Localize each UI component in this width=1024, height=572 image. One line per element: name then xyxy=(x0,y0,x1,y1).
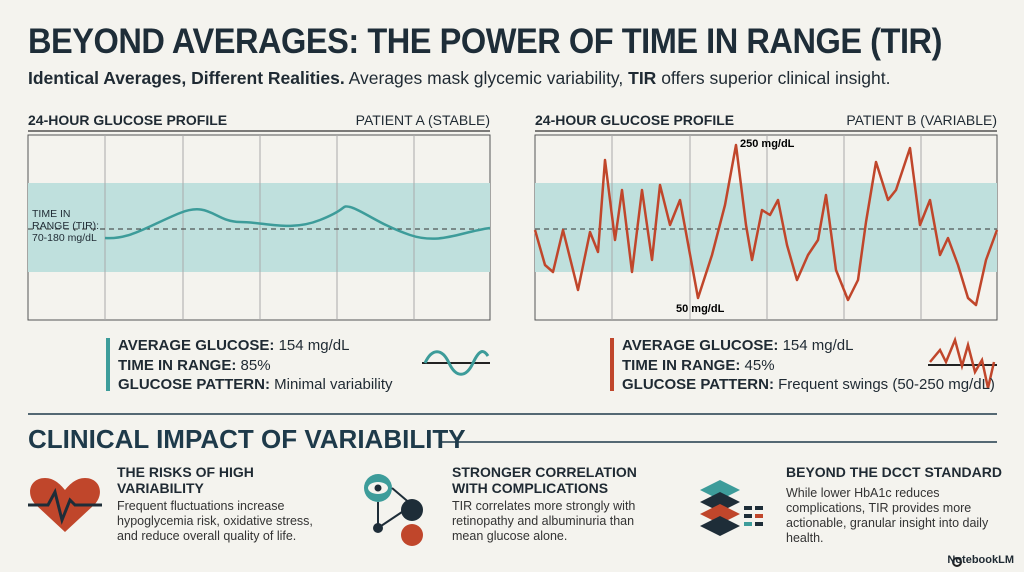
band-range: 70-180 mg/dL xyxy=(32,232,97,244)
grid xyxy=(104,135,415,320)
glucose-trace xyxy=(533,143,999,307)
patient-label: PATIENT B (VARIABLE) xyxy=(846,112,997,128)
brand-icon xyxy=(952,557,962,567)
stat-value: 154 mg/dL xyxy=(278,337,350,354)
stat: AVERAGE GLUCOSE: 154 mg/dL xyxy=(118,336,392,356)
stat-value: 154 mg/dL xyxy=(782,337,854,354)
item-body: Frequent fluctuations increase hypoglyce… xyxy=(117,499,313,543)
stat-label: TIME IN RANGE: xyxy=(118,356,237,374)
heart-icon xyxy=(28,478,102,532)
stat-label: AVERAGE GLUCOSE: xyxy=(622,337,779,354)
subtitle-text: Averages mask glycemic variability, xyxy=(348,68,624,88)
stat: TIME IN RANGE: 85% xyxy=(118,356,392,376)
stat-value: Frequent swings (50-250 mg/dL) xyxy=(778,376,995,393)
stat: GLUCOSE PATTERN: Minimal variability xyxy=(118,375,392,395)
accent-bar xyxy=(610,338,614,391)
annotation: 250 mg/dL xyxy=(740,138,795,150)
panel-b-chart: 250 mg/dL 50 mg/dL xyxy=(533,130,999,321)
stat-label: GLUCOSE PATTERN: xyxy=(622,376,774,393)
stat: AVERAGE GLUCOSE: 154 mg/dL xyxy=(622,336,995,356)
range-band xyxy=(535,183,997,272)
spike-icon xyxy=(928,336,997,389)
band-label: TIME IN RANGE (TIR): 70-180 mg/dL xyxy=(32,208,102,244)
panel-a-chart xyxy=(27,130,491,321)
panel-heading: 24-HOUR GLUCOSE PROFILE xyxy=(535,112,735,128)
stat-value: 45% xyxy=(744,356,775,374)
item-title: STRONGER CORRELATION WITH COMPLICATIONS xyxy=(452,464,637,496)
subtitle-lead: Identical Averages, Different Realities. xyxy=(28,68,345,88)
panel-heading: 24-HOUR GLUCOSE PROFILE xyxy=(28,112,228,128)
stats: AVERAGE GLUCOSE: 154 mg/dL TIME IN RANGE… xyxy=(622,336,995,395)
stat-label: AVERAGE GLUCOSE: xyxy=(118,337,275,354)
section-title: CLINICAL IMPACT OF VARIABILITY xyxy=(28,424,466,454)
patient-label: PATIENT A (STABLE) xyxy=(355,112,490,128)
stat: TIME IN RANGE: 45% xyxy=(622,356,995,376)
stat-label: GLUCOSE PATTERN: xyxy=(118,376,270,393)
band-label-text: TIME IN RANGE (TIR): xyxy=(32,208,100,232)
glucose-trace xyxy=(104,205,491,240)
annotation: 50 mg/dL xyxy=(676,303,725,315)
stats: AVERAGE GLUCOSE: 154 mg/dL TIME IN RANGE… xyxy=(118,336,392,395)
stat-value: Minimal variability xyxy=(274,376,393,393)
item-body: While lower HbA1c reduces complications,… xyxy=(786,486,989,545)
title: BEYOND AVERAGES: THE POWER OF TIME IN RA… xyxy=(28,22,942,61)
network-icon xyxy=(364,474,423,546)
layers-icon xyxy=(700,480,763,536)
accent-bar xyxy=(106,338,110,391)
stat: GLUCOSE PATTERN: Frequent swings (50-250… xyxy=(622,375,995,395)
sine-icon xyxy=(422,350,490,376)
item-title: THE RISKS OF HIGH VARIABILITY xyxy=(117,464,254,496)
item-title: BEYOND THE DCCT STANDARD xyxy=(786,464,1002,480)
brand: NotebookLM xyxy=(947,554,1014,566)
subtitle-emphasis: TIR xyxy=(628,68,657,88)
subtitle-text: offers superior clinical insight. xyxy=(661,68,891,88)
item-body: TIR correlates more strongly with retino… xyxy=(452,499,636,543)
stat-label: TIME IN RANGE: xyxy=(622,356,741,374)
subtitle: Identical Averages, Different Realities.… xyxy=(28,68,890,89)
stat-value: 85% xyxy=(240,356,271,374)
